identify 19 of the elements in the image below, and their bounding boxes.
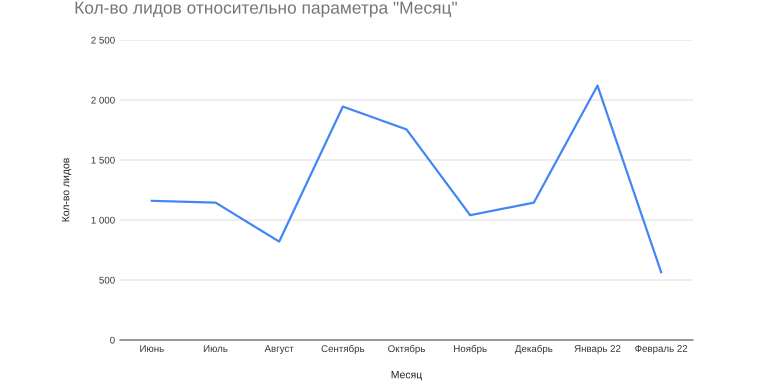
x-tick-label: Февраль 22 xyxy=(635,345,688,354)
x-tick-label: Январь 22 xyxy=(574,345,620,354)
x-tick-label: Сентябрь xyxy=(322,344,364,354)
x-tick-label: Июнь xyxy=(140,345,164,352)
line-series xyxy=(150,84,662,274)
x-tick-label: Август xyxy=(264,345,294,354)
y-tick-label: 1 500 xyxy=(92,156,115,164)
y-tick-label: 1 000 xyxy=(92,216,115,224)
x-tick-label: Октябрь xyxy=(388,344,425,354)
y-tick-label: 0 xyxy=(110,336,115,344)
x-tick-label: Ноябрь xyxy=(454,344,487,354)
x-axis-title: Месяц xyxy=(392,371,422,380)
y-tick-label: 500 xyxy=(99,276,115,284)
x-tick-label: Июль xyxy=(204,345,228,352)
y-axis-title: Кол-во лидов xyxy=(62,158,72,222)
y-tick-label: 2 500 xyxy=(91,36,115,44)
chart-title: Кол-во лидов относительно параметра "Месяц" xyxy=(76,2,457,18)
x-tick-label: Декабрь xyxy=(514,344,552,354)
y-tick-label: 2 000 xyxy=(91,96,115,104)
